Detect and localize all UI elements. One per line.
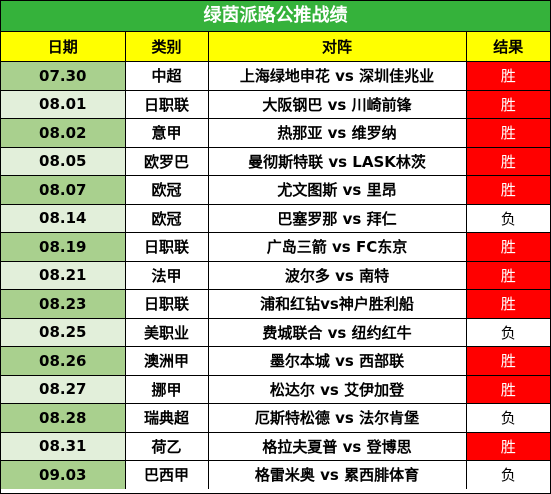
row-result: 胜 (465, 260, 550, 290)
row-result: 负 (465, 203, 550, 233)
row-match: 尤文图斯 vs 里昂 (207, 175, 467, 205)
row-category: 荷乙 (124, 431, 209, 461)
row-category: 中超 (124, 61, 209, 91)
row-match: 波尔多 vs 南特 (207, 260, 467, 290)
table-row: 08.19 日职联 广岛三箭 vs FC东京胜 (1, 232, 550, 262)
row-category: 意甲 (124, 118, 209, 148)
header-result: 结果 (465, 32, 550, 62)
table-row: 08.21 法甲 波尔多 vs 南特胜 (1, 260, 550, 290)
row-result: 负 (465, 460, 550, 489)
row-category: 法甲 (124, 260, 209, 290)
header-date: 日期 (1, 32, 126, 62)
record-table: 日期 类别 对阵 结果 07.30 中超 上海绿地申花 vs 深圳佳兆业胜 08.01… (1, 32, 550, 489)
row-result: 胜 (465, 289, 550, 319)
header-category: 类别 (124, 32, 209, 62)
row-date: 08.19 (1, 232, 126, 262)
row-match: 格雷米奥 vs 累西腓体育 (207, 460, 467, 489)
row-match: 广岛三箭 vs FC东京 (207, 232, 467, 262)
row-result: 负 (465, 403, 550, 433)
row-result: 胜 (465, 146, 550, 176)
row-date: 08.27 (1, 374, 126, 404)
row-match: 厄斯特松德 vs 法尔肯堡 (207, 403, 467, 433)
row-category: 日职联 (124, 232, 209, 262)
row-date: 07.30 (1, 61, 126, 91)
sheet-title: 绿茵派路公推战绩 (1, 1, 550, 32)
row-match: 热那亚 vs 维罗纳 (207, 118, 467, 148)
row-category: 挪甲 (124, 374, 209, 404)
row-date: 08.05 (1, 146, 126, 176)
table-row: 08.05 欧罗巴 曼彻斯特联 vs LASK林茨胜 (1, 146, 550, 176)
row-date: 08.07 (1, 175, 126, 205)
table-row: 08.25 美职业 费城联合 vs 纽约红牛负 (1, 317, 550, 347)
row-category: 瑞典超 (124, 403, 209, 433)
row-date: 09.03 (1, 460, 126, 489)
table-row: 07.30 中超 上海绿地申花 vs 深圳佳兆业胜 (1, 61, 550, 91)
row-result: 胜 (465, 175, 550, 205)
row-date: 08.14 (1, 203, 126, 233)
row-result: 胜 (465, 61, 550, 91)
row-category: 美职业 (124, 317, 209, 347)
row-match: 大阪钢巴 vs 川崎前锋 (207, 89, 467, 119)
row-match: 上海绿地申花 vs 深圳佳兆业 (207, 61, 467, 91)
header-match: 对阵 (207, 32, 467, 62)
row-date: 08.02 (1, 118, 126, 148)
row-match: 松达尔 vs 艾伊加登 (207, 374, 467, 404)
row-result: 胜 (465, 232, 550, 262)
table-row: 08.14 欧冠 巴塞罗那 vs 拜仁负 (1, 203, 550, 233)
row-category: 欧冠 (124, 175, 209, 205)
table-row: 08.23 日职联 浦和红钻vs神户胜利船胜 (1, 289, 550, 319)
table-row: 08.07 欧冠 尤文图斯 vs 里昂胜 (1, 175, 550, 205)
table-row: 08.26 澳洲甲 墨尔本城 vs 西部联胜 (1, 346, 550, 376)
row-category: 澳洲甲 (124, 346, 209, 376)
table-row: 08.31 荷乙 格拉夫夏普 vs 登博思胜 (1, 431, 550, 461)
row-result: 胜 (465, 346, 550, 376)
table-row: 08.27 挪甲 松达尔 vs 艾伊加登胜 (1, 374, 550, 404)
row-date: 08.01 (1, 89, 126, 119)
row-date: 08.31 (1, 431, 126, 461)
row-match: 巴塞罗那 vs 拜仁 (207, 203, 467, 233)
row-date: 08.26 (1, 346, 126, 376)
row-match: 格拉夫夏普 vs 登博思 (207, 431, 467, 461)
row-category: 日职联 (124, 89, 209, 119)
table-row: 08.01 日职联 大阪钢巴 vs 川崎前锋胜 (1, 89, 550, 119)
row-result: 胜 (465, 431, 550, 461)
row-result: 胜 (465, 89, 550, 119)
row-result: 胜 (465, 374, 550, 404)
row-date: 08.23 (1, 289, 126, 319)
row-result: 胜 (465, 118, 550, 148)
row-category: 欧冠 (124, 203, 209, 233)
header-row: 日期 类别 对阵 结果 (1, 32, 550, 62)
row-match: 费城联合 vs 纽约红牛 (207, 317, 467, 347)
table-body: 07.30 中超 上海绿地申花 vs 深圳佳兆业胜 08.01 日职联 大阪钢巴 vs 川… (1, 61, 550, 489)
row-match: 曼彻斯特联 vs LASK林茨 (207, 146, 467, 176)
row-date: 08.28 (1, 403, 126, 433)
row-date: 08.25 (1, 317, 126, 347)
table-row: 09.03 巴西甲 格雷米奥 vs 累西腓体育负 (1, 460, 550, 489)
table-row: 08.02 意甲 热那亚 vs 维罗纳胜 (1, 118, 550, 148)
row-category: 日职联 (124, 289, 209, 319)
row-date: 08.21 (1, 260, 126, 290)
row-category: 巴西甲 (124, 460, 209, 489)
row-category: 欧罗巴 (124, 146, 209, 176)
row-match: 浦和红钻vs神户胜利船 (207, 289, 467, 319)
row-match: 墨尔本城 vs 西部联 (207, 346, 467, 376)
table-row: 08.28 瑞典超 厄斯特松德 vs 法尔肯堡负 (1, 403, 550, 433)
row-result: 负 (465, 317, 550, 347)
